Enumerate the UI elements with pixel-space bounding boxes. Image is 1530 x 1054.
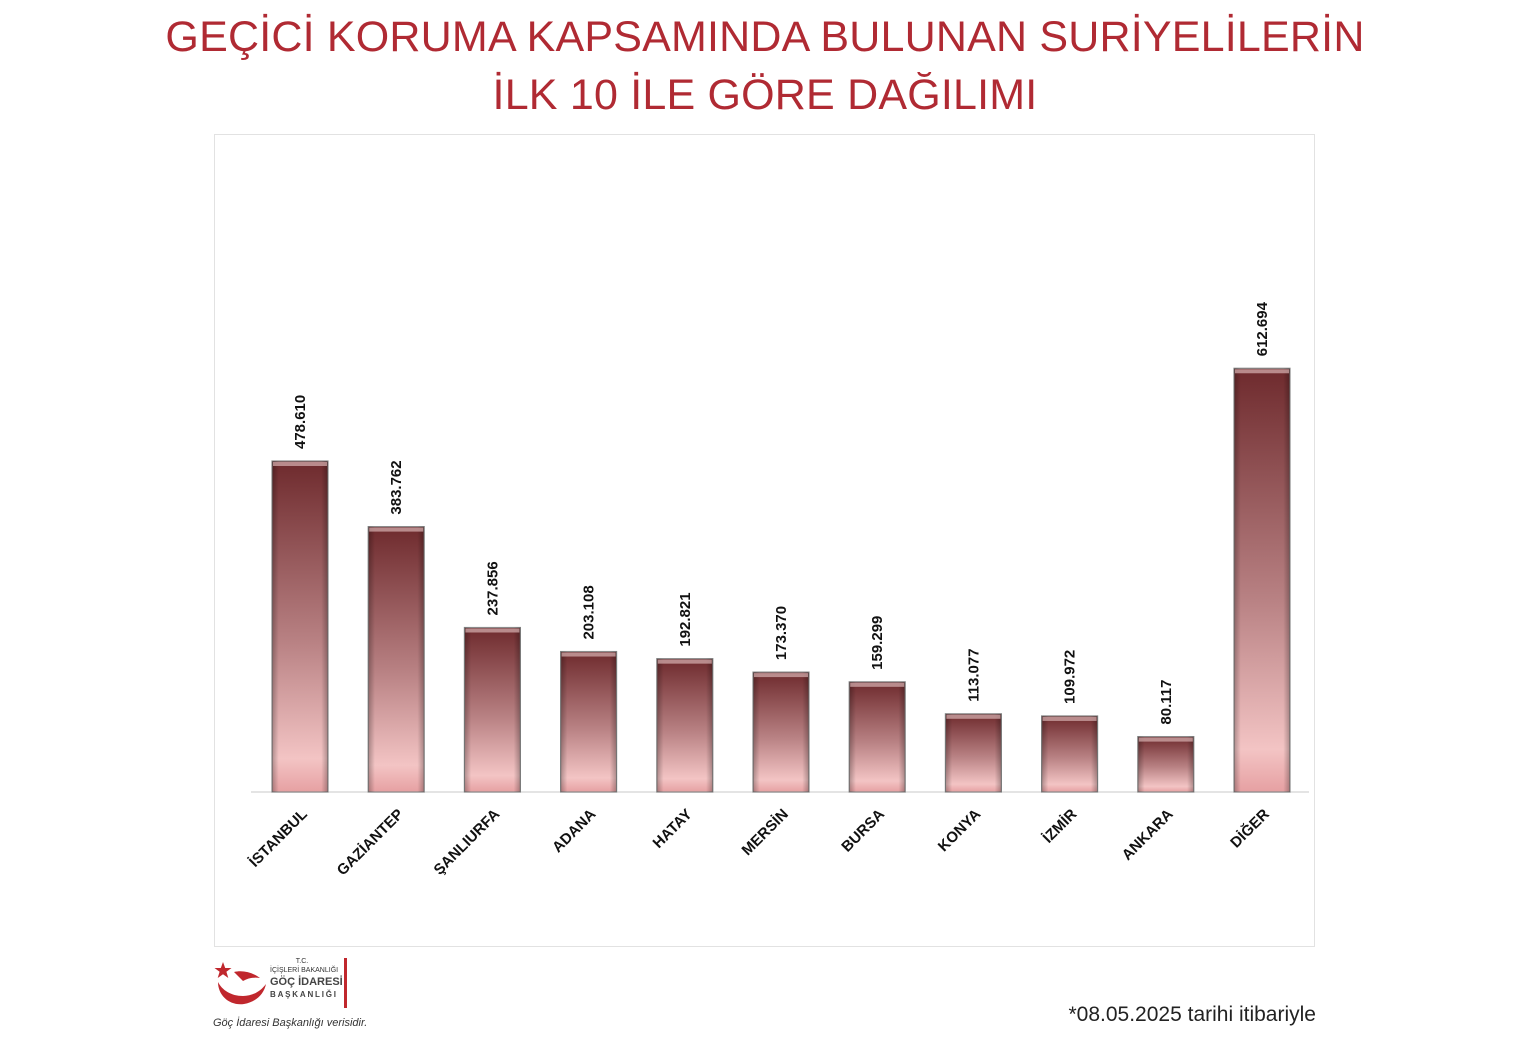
category-tick-label: BURSA [838,806,888,856]
crescent-star-bird-icon [214,962,266,1005]
bar-bevel [464,627,521,792]
bar-value-label: 159.299 [869,616,886,670]
logo-tc-text: T.C. [295,958,309,965]
category-tick-label: KONYA [935,806,984,855]
bar-value-label: 192.821 [677,592,694,646]
bar-group: 203.108 ADANA [549,585,618,856]
bar-top-cap [561,652,616,657]
bar-top-cap [946,714,1001,719]
bar-value-label: 173.370 [773,606,790,660]
logo-divider [344,958,347,1008]
bar-bevel [560,651,617,792]
bar-group: 109.972 İZMİR [1040,650,1099,847]
bar-value-label: 237.856 [484,561,501,615]
bar-bevel [753,672,809,792]
bar-value-label: 203.108 [581,585,598,639]
bar-value-label: 113.077 [965,648,982,701]
bar-group: 80.117 ANKARA [1119,680,1195,864]
bar-group: 478.610 İSTANBUL [246,395,329,871]
logo-ministry-text: İÇİŞLERİ BAKANLIĞI [270,967,339,974]
bar-value-label: 109.972 [1062,650,1079,704]
bar-top-cap [657,659,712,664]
source-note: Göç İdaresi Başkanlığı verisidir. [213,1017,368,1029]
bar-bevel [1234,368,1290,792]
bar-group: 173.370 MERSİN [739,606,810,859]
bar-value-label: 612.694 [1254,301,1271,356]
category-tick-label: GAZİANTEP [334,806,407,879]
bar-top-cap [1138,737,1193,742]
logo-presidency-text: BAŞKANLIĞI [270,990,338,999]
goc-idaresi-logo: T.C. İÇİŞLERİ BAKANLIĞI GÖÇ İDARESİ BAŞK… [212,958,362,1014]
bar-top-cap [1235,369,1289,374]
bar-chart: 478.610 İSTANBUL 383.762 GAZİANTEP 237.856 ŞA… [246,301,1309,879]
bar-group: 383.762 GAZİANTEP [334,460,425,879]
bar-bevel [656,658,713,792]
bar-bevel [368,526,425,792]
category-tick-label: ANKARA [1119,806,1177,864]
bar-bevel [1137,736,1194,792]
chart-title-line-1: GEÇİCİ KORUMA KAPSAMINDA BULUNAN SURİYEL… [165,13,1365,61]
bar-top-cap [754,673,808,678]
bar-group: 192.821 HATAY [650,592,714,852]
date-note: *08.05.2025 tarihi itibariyle [1068,1003,1317,1026]
bar-top-cap [369,527,424,532]
category-tick-label: ADANA [549,806,599,856]
bar-group: 237.856 ŞANLIURFA [431,561,521,879]
chart-title-line-2: İLK 10 İLE GÖRE DAĞILIMI [492,71,1038,119]
logo-name-text: GÖÇ İDARESİ [270,976,343,988]
bar-group: 612.694 DİĞER [1227,301,1291,851]
category-tick-label: DİĞER [1227,805,1273,851]
bar-value-label: 383.762 [388,460,405,514]
bar-top-cap [273,462,327,467]
bar-bevel [1041,715,1098,792]
bar-value-label: 478.610 [292,395,309,449]
category-tick-label: MERSİN [739,806,792,859]
category-tick-label: HATAY [650,806,696,852]
chart-frame: 478.610 İSTANBUL 383.762 GAZİANTEP 237.856 ŞA… [214,134,1315,947]
bar-top-cap [850,682,905,687]
bar-top-cap [1042,716,1097,721]
bar-bevel [945,713,1002,792]
bar-group: 159.299 BURSA [838,616,906,856]
bar-top-cap [465,628,520,633]
category-tick-label: İZMİR [1040,806,1081,847]
bar-bevel [849,681,906,792]
bar-group: 113.077 KONYA [935,648,1003,855]
bar-bevel [272,461,328,792]
bar-value-label: 80.117 [1158,680,1175,725]
category-tick-label: ŞANLIURFA [431,806,504,879]
category-tick-label: İSTANBUL [246,806,311,871]
